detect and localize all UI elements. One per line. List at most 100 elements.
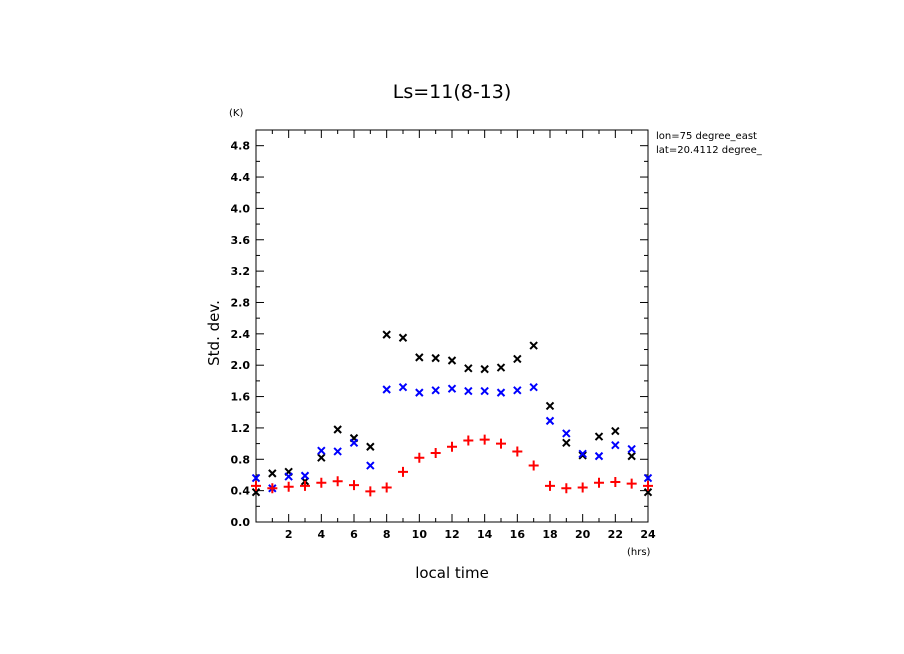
- x-tick-label: 2: [285, 528, 293, 541]
- y-axis-label: Std. dev.: [205, 300, 223, 366]
- data-point-cross: [398, 333, 408, 342]
- series-0: [251, 330, 653, 497]
- data-point-plus: [365, 486, 376, 497]
- data-point-cross: [496, 363, 506, 372]
- data-point-plus: [496, 438, 506, 449]
- x-tick-label: 12: [444, 528, 459, 541]
- data-point-cross: [268, 469, 277, 478]
- data-point-plus: [528, 460, 539, 471]
- data-point-cross: [562, 438, 571, 448]
- y-tick-label: 0.4: [231, 485, 251, 498]
- data-point-plus: [381, 482, 392, 493]
- data-point-cross: [464, 364, 473, 373]
- data-point-plus: [512, 446, 523, 457]
- data-point-plus: [610, 477, 621, 488]
- data-point-cross: [251, 473, 261, 483]
- data-point-plus: [430, 448, 441, 459]
- data-point-cross: [496, 388, 506, 397]
- data-point-plus: [594, 477, 604, 488]
- x-tick-label: 14: [477, 528, 493, 541]
- y-unit-label: (K): [229, 108, 243, 119]
- x-tick-label: 20: [575, 528, 591, 541]
- x-tick-label: 22: [608, 528, 623, 541]
- data-point-cross: [594, 451, 604, 461]
- data-point-cross: [447, 384, 457, 393]
- x-tick-label: 8: [383, 528, 391, 541]
- x-tick-label: 4: [318, 528, 326, 541]
- data-point-plus: [545, 480, 555, 491]
- data-point-cross: [562, 429, 571, 438]
- data-point-cross: [317, 453, 326, 462]
- y-tick-label: 4.0: [231, 202, 251, 215]
- x-axis-label: local time: [415, 564, 489, 582]
- y-tick-label: 4.8: [231, 140, 251, 153]
- data-point-plus: [332, 476, 343, 487]
- axis-ticks: 2 4 6 8 10 12 14 16 18 20 22 240.00.40.81.21.62.02.…: [231, 130, 656, 541]
- data-point-cross: [594, 432, 604, 441]
- data-point-plus: [349, 480, 359, 491]
- data-point-cross: [513, 386, 522, 395]
- y-tick-label: 3.2: [231, 265, 251, 278]
- data-point-cross: [611, 426, 620, 436]
- y-tick-label: 0.8: [231, 453, 251, 466]
- data-point-plus: [577, 482, 588, 493]
- data-point-cross: [480, 386, 489, 396]
- data-point-cross: [464, 386, 473, 396]
- data-point-plus: [267, 483, 278, 494]
- data-point-cross: [545, 416, 555, 426]
- data-point-cross: [480, 364, 489, 374]
- annotation-lat: lat=20.4112 degree_: [656, 145, 763, 156]
- data-point-plus: [447, 441, 457, 452]
- y-tick-label: 0.0: [231, 516, 251, 529]
- y-tick-label: 2.0: [231, 359, 251, 372]
- data-point-cross: [333, 425, 342, 434]
- series-2: [251, 434, 653, 497]
- data-point-plus: [643, 480, 653, 491]
- chart-title: Ls=11(8-13): [393, 81, 512, 103]
- data-point-plus: [316, 477, 327, 488]
- y-tick-label: 3.6: [231, 234, 251, 247]
- data-point-cross: [333, 447, 342, 456]
- data-point-cross: [284, 472, 293, 481]
- data-point-cross: [300, 471, 310, 480]
- data-point-cross: [545, 401, 555, 411]
- data-point-plus: [414, 452, 425, 463]
- data-point-cross: [366, 442, 375, 451]
- y-tick-label: 1.6: [231, 391, 251, 404]
- data-point-plus: [479, 434, 490, 445]
- annotation-lon: lon=75 degree_east: [656, 131, 757, 142]
- data-point-cross: [447, 356, 457, 365]
- data-point-plus: [463, 435, 474, 446]
- data-point-cross: [643, 488, 653, 497]
- data-point-cross: [431, 386, 440, 395]
- data-point-cross: [251, 488, 261, 497]
- y-tick-label: 2.8: [231, 296, 251, 309]
- data-point-cross: [317, 446, 326, 455]
- data-point-cross: [415, 353, 424, 362]
- plot-frame: [255, 129, 649, 523]
- data-point-cross: [578, 449, 587, 458]
- data-point-plus: [283, 481, 294, 492]
- data-point-plus: [626, 478, 637, 489]
- data-point-cross: [643, 473, 653, 483]
- data-marks: [251, 330, 653, 497]
- series-1: [251, 382, 653, 493]
- x-tick-label: 16: [510, 528, 526, 541]
- x-tick-label: 18: [542, 528, 557, 541]
- y-tick-label: 4.4: [231, 171, 251, 184]
- x-tick-label: 6: [350, 528, 358, 541]
- data-point-cross: [382, 330, 391, 339]
- x-unit-label: (hrs): [627, 547, 651, 558]
- data-point-cross: [415, 388, 424, 397]
- data-point-cross: [366, 461, 375, 470]
- data-point-cross: [349, 438, 359, 448]
- y-tick-label: 1.2: [231, 422, 251, 435]
- data-point-cross: [431, 353, 440, 363]
- data-point-cross: [578, 451, 587, 460]
- data-point-cross: [627, 451, 636, 461]
- data-point-plus: [398, 466, 408, 477]
- data-point-cross: [398, 382, 408, 392]
- data-point-plus: [300, 480, 310, 491]
- x-tick-label: 10: [412, 528, 428, 541]
